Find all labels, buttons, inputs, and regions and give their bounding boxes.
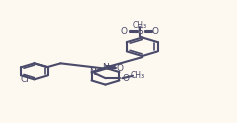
Text: N: N xyxy=(89,68,96,77)
Text: CH₃: CH₃ xyxy=(133,21,147,30)
Text: O: O xyxy=(152,27,159,37)
Text: Cl: Cl xyxy=(21,75,30,84)
Text: CH₃: CH₃ xyxy=(131,71,145,80)
Text: S: S xyxy=(137,27,143,37)
Text: O: O xyxy=(121,27,128,37)
Text: O: O xyxy=(122,74,129,83)
Text: N: N xyxy=(102,63,109,72)
Text: O: O xyxy=(117,64,124,73)
